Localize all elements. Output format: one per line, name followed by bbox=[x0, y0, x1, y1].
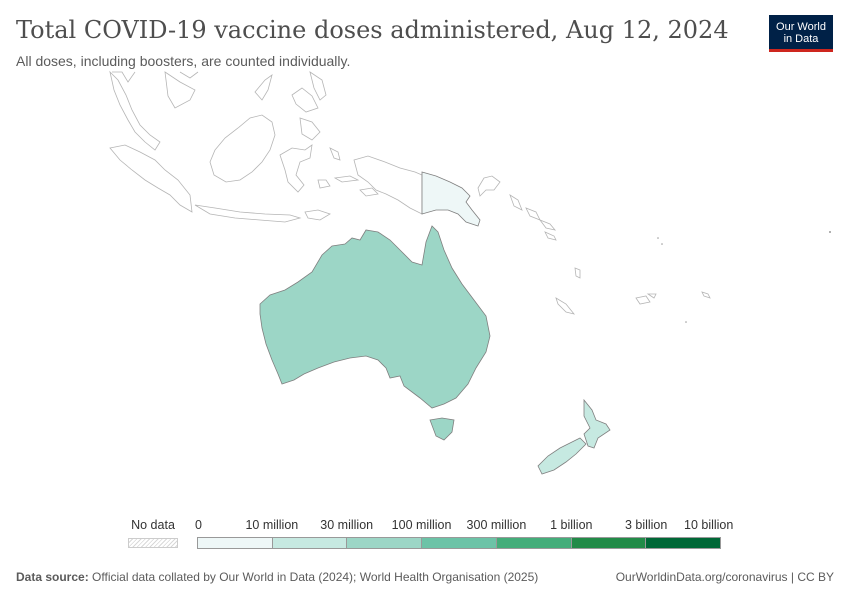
country-outline-sumatra bbox=[109, 144, 193, 213]
legend-bin-3[interactable] bbox=[422, 538, 497, 548]
country-outline-java bbox=[194, 204, 302, 223]
legend-bin-5[interactable] bbox=[571, 538, 647, 548]
country-outline-malaysia bbox=[109, 70, 161, 151]
country-new-zealand-south[interactable] bbox=[537, 437, 587, 475]
country-outline-solomon-c bbox=[538, 219, 557, 231]
country-outline-new-caledonia bbox=[555, 297, 576, 315]
source-text: Official data collated by Our World in D… bbox=[88, 570, 539, 584]
country-outline-sulawesi bbox=[279, 144, 313, 193]
legend-bin-6[interactable] bbox=[646, 538, 721, 548]
neighbor-outlines bbox=[109, 70, 711, 315]
owid-logo[interactable]: Our World in Data bbox=[769, 15, 833, 52]
legend-color-scale bbox=[197, 537, 721, 549]
country-outline-philippines-e bbox=[179, 71, 199, 79]
legend-bin-4[interactable] bbox=[496, 538, 572, 548]
country-outline-fiji-b bbox=[646, 293, 657, 299]
country-australia[interactable] bbox=[259, 225, 491, 409]
logo-line-2: in Data bbox=[783, 33, 819, 45]
legend-tick-label: 3 billion bbox=[624, 518, 668, 532]
legend-tick-label: 1 billion bbox=[550, 518, 593, 532]
country-outline-mindanao bbox=[299, 117, 321, 141]
country-outline-solomon-b bbox=[525, 207, 541, 221]
country-outline-thailand bbox=[112, 71, 136, 83]
country-papua-new-guinea[interactable] bbox=[421, 171, 481, 227]
country-outline-lesser-sunda-a bbox=[304, 209, 331, 221]
country-outline-timor bbox=[317, 179, 331, 189]
legend-tick-label: 30 million bbox=[320, 518, 374, 532]
country-outline-moluccas bbox=[329, 147, 341, 161]
choropleth-map[interactable] bbox=[0, 70, 850, 510]
country-outline-islands-b bbox=[477, 175, 501, 197]
legend-tick-label: 10 billion bbox=[683, 518, 734, 532]
country-outline-vanuatu bbox=[574, 267, 581, 279]
country-outline-fiji-a bbox=[635, 295, 651, 305]
country-outline-lesser-sunda-c bbox=[359, 187, 379, 197]
country-outline-philippines-d bbox=[164, 71, 196, 109]
page-title: Total COVID-19 vaccine doses administere… bbox=[16, 16, 729, 44]
country-outline-lesser-sunda-b bbox=[333, 175, 360, 183]
footer: Data source: Official data collated by O… bbox=[16, 570, 834, 584]
legend-tick-label: 100 million bbox=[391, 518, 452, 532]
small-island-dots bbox=[657, 231, 831, 323]
country-australia-tasmania[interactable] bbox=[429, 417, 455, 441]
country-outline-borneo bbox=[209, 114, 276, 183]
legend-bin-2[interactable] bbox=[347, 538, 423, 548]
country-new-zealand-north[interactable] bbox=[583, 398, 611, 449]
country-outline-tonga bbox=[701, 291, 711, 299]
legend-tick-label: 0 bbox=[195, 518, 202, 532]
legend-tick-label: 10 million bbox=[245, 518, 299, 532]
logo-line-1: Our World bbox=[776, 21, 826, 33]
legend-tick-label: 300 million bbox=[466, 518, 527, 532]
country-outline-philippines-a bbox=[254, 74, 273, 101]
legend-bin-1[interactable] bbox=[272, 538, 348, 548]
legend-bin-0[interactable] bbox=[198, 538, 273, 548]
country-outline-philippines-c bbox=[309, 71, 327, 101]
country-outline-solomon-a bbox=[509, 194, 523, 211]
country-outline-philippines-b bbox=[291, 87, 319, 113]
source-label: Data source: bbox=[16, 570, 89, 584]
legend-no-data-swatch[interactable] bbox=[128, 538, 178, 548]
legend-no-data-label: No data bbox=[131, 518, 175, 532]
country-outline-islands-a bbox=[544, 231, 557, 241]
map-legend: No data 0 10 million 30 million 100 million… bbox=[0, 512, 850, 552]
source-link[interactable]: OurWorldinData.org/coronavirus | CC BY bbox=[615, 570, 834, 584]
country-outline-west-papua bbox=[353, 155, 423, 215]
page-subtitle: All doses, including boosters, are count… bbox=[16, 53, 351, 69]
